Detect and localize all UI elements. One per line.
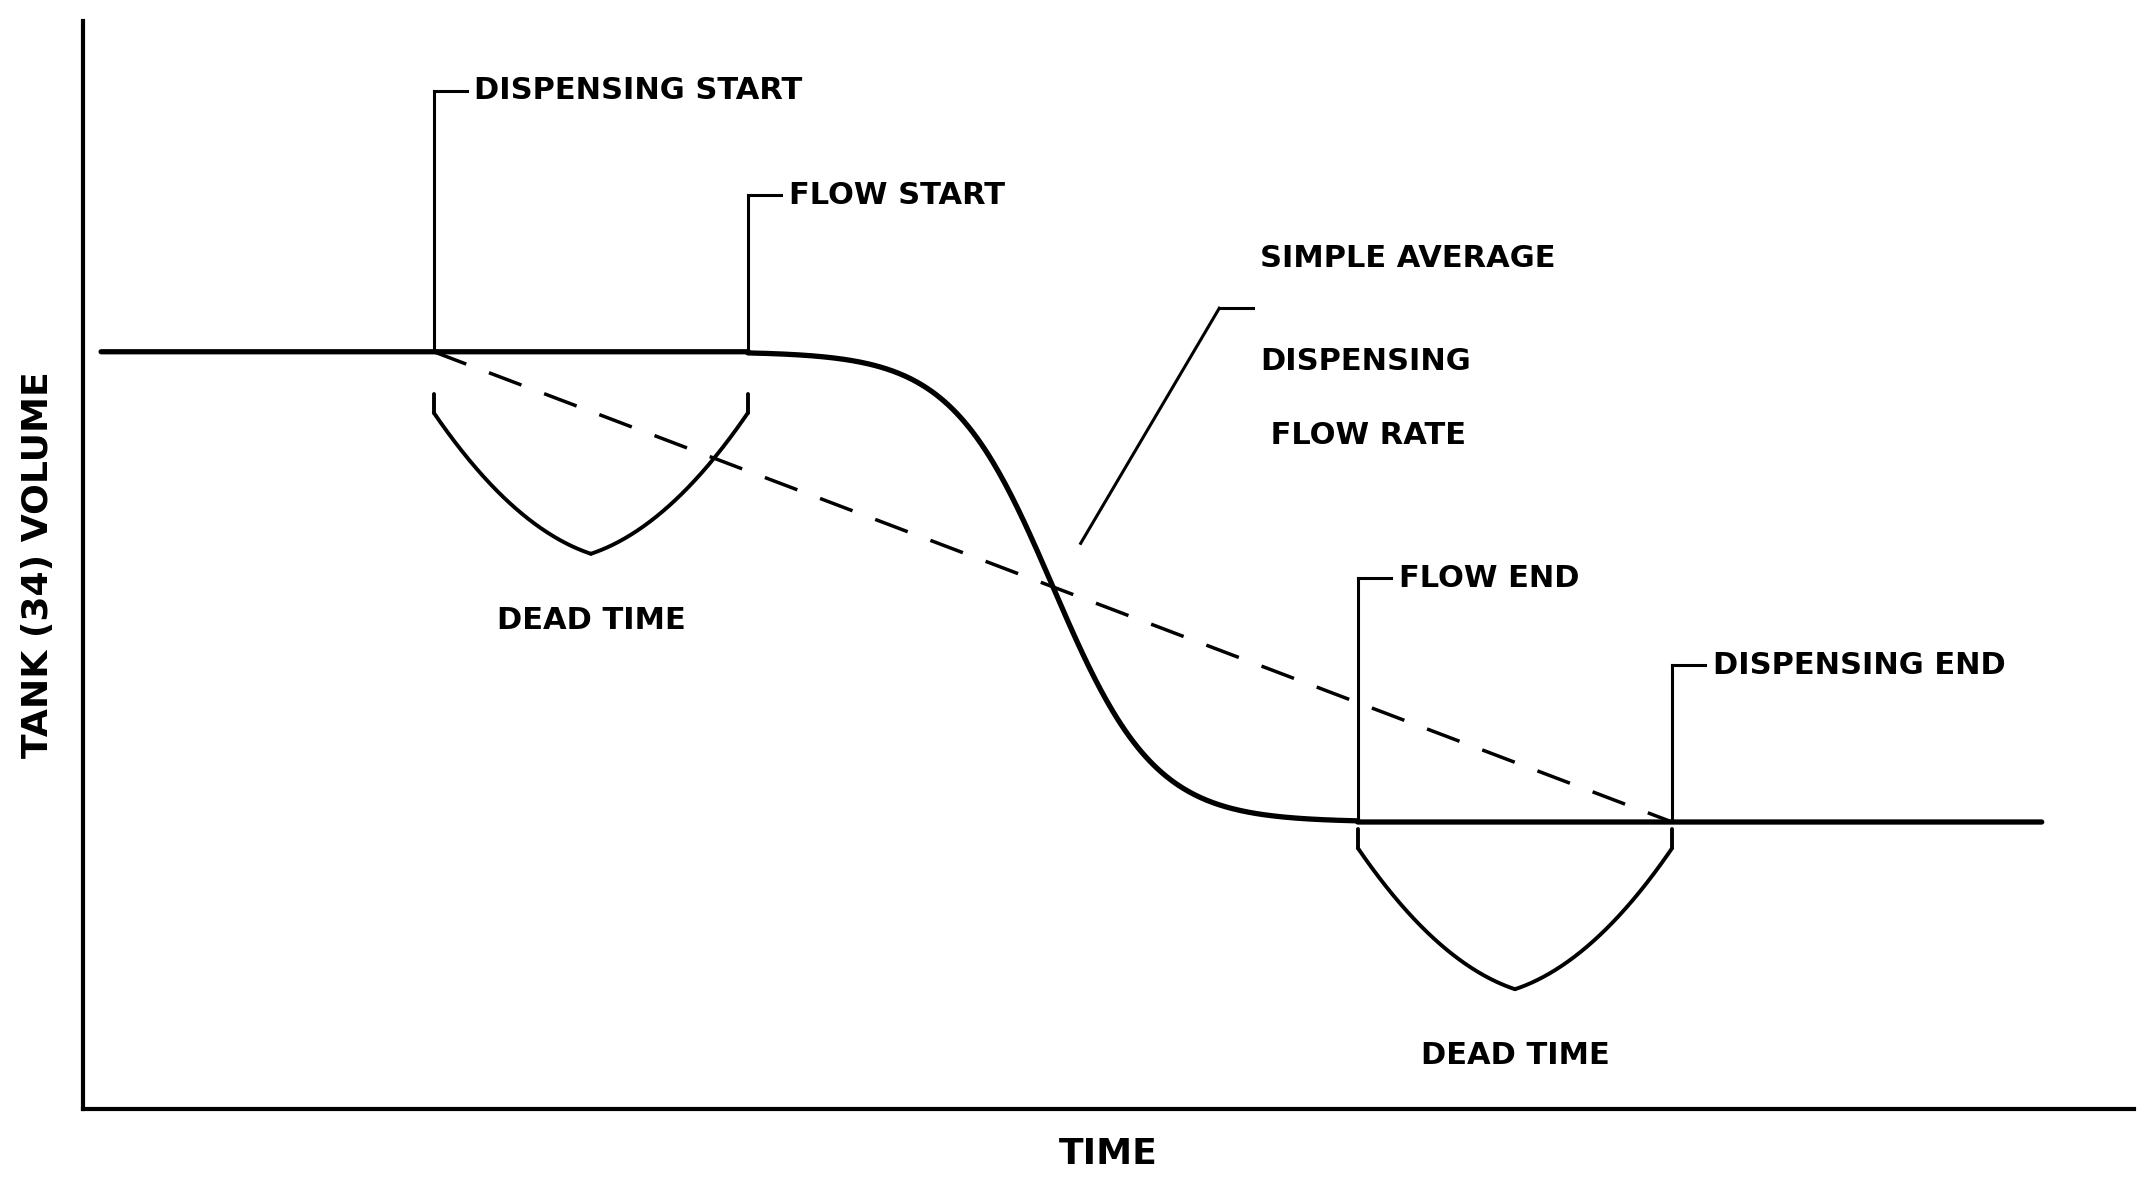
Y-axis label: TANK (34) VOLUME: TANK (34) VOLUME bbox=[22, 372, 54, 758]
Text: DISPENSING: DISPENSING bbox=[1261, 347, 1470, 377]
Text: DISPENSING END: DISPENSING END bbox=[1713, 651, 2006, 679]
Text: SIMPLE AVERAGE: SIMPLE AVERAGE bbox=[1261, 244, 1556, 273]
Text: FLOW RATE: FLOW RATE bbox=[1261, 422, 1465, 451]
X-axis label: TIME: TIME bbox=[1058, 1137, 1157, 1172]
Text: FLOW END: FLOW END bbox=[1399, 564, 1580, 592]
Text: DEAD TIME: DEAD TIME bbox=[1420, 1042, 1610, 1070]
Text: DEAD TIME: DEAD TIME bbox=[496, 606, 685, 635]
Text: DISPENSING START: DISPENSING START bbox=[474, 76, 802, 105]
Text: FLOW START: FLOW START bbox=[789, 180, 1004, 210]
